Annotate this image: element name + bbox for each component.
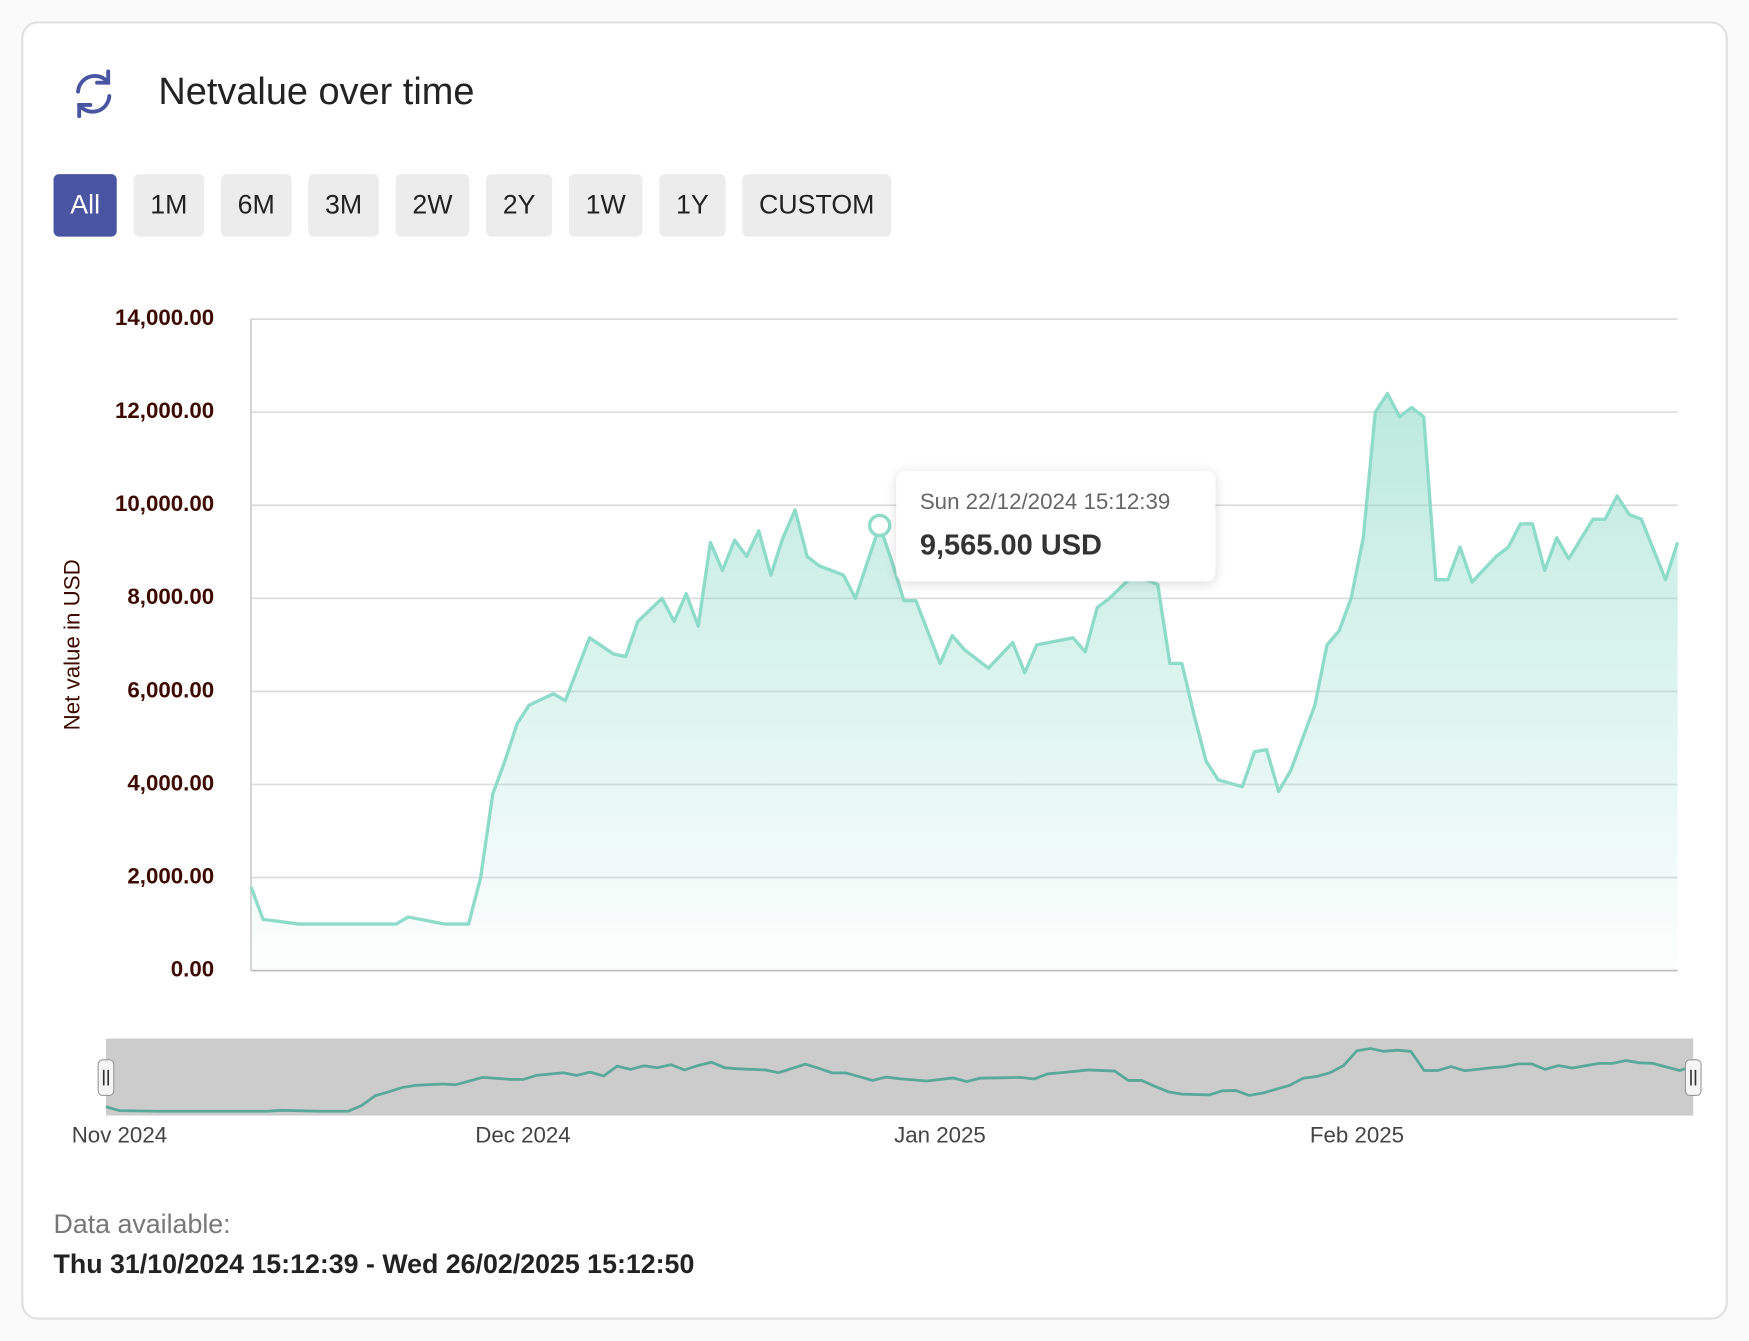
range-button[interactable]: 3M [308,174,379,237]
button-label: 1M [150,190,187,220]
footer-label: Data available: [54,1209,231,1239]
tooltip: Sun 22/12/2024 15:12:39 9,565.00 USD [896,470,1216,582]
button-label: All [70,190,100,220]
x-tick-label: Jan 2025 [894,1123,986,1148]
handle-body [97,1059,115,1097]
range-button[interactable]: 1M [133,174,205,237]
footer-range: Thu 31/10/2024 15:12:39 - Wed 26/02/2025… [54,1249,695,1279]
button-bg [395,174,470,237]
button-bg [308,174,379,237]
y-tick-label: 4,000.00 [127,770,214,795]
button-label: 1W [586,190,627,220]
refresh-icon[interactable] [76,69,112,119]
range-button[interactable]: 6M [220,174,292,237]
hover-marker [867,513,892,538]
tooltip-date: Sun 22/12/2024 15:12:39 [920,489,1170,514]
y-tick-label: 6,000.00 [127,677,214,702]
range-button[interactable]: CUSTOM [742,174,892,237]
area-fill [250,393,1678,971]
range-button[interactable]: 2W [395,174,470,237]
x-tick-label: Dec 2024 [475,1123,570,1148]
range-button[interactable]: 2Y [485,174,553,237]
button-bg [485,174,553,237]
button-bg [220,174,292,237]
icon-arrow [95,69,111,85]
y-tick-label: 0.00 [171,956,214,981]
button-label: 6M [238,190,275,220]
navigator-bg[interactable] [105,1038,1694,1116]
button-label: 2W [412,190,453,220]
icon-arc [77,94,112,114]
line [249,391,1680,926]
button-bg [133,174,205,237]
y-tick-label: 12,000.00 [115,398,214,423]
y-tick-label: 14,000.00 [115,305,214,330]
range-buttons: All 1M 6M 3M 2W 2Y 1W 1Y CUSTOM [53,174,892,237]
title: Netvalue over time [158,71,474,113]
button-bg [53,174,117,237]
range-button[interactable]: 1W [568,174,643,237]
button-label: 3M [325,190,362,220]
handle-body [1684,1059,1702,1097]
x-tick-label: Feb 2025 [1310,1123,1404,1148]
button-label: 2Y [503,190,536,220]
y-tick-label: 2,000.00 [127,863,214,888]
range-button[interactable]: All [53,174,117,237]
chart: 0.00 2,000.00 4,000.00 6,000.00 8,000.00 10,0… [60,305,1702,1148]
button-label: 1Y [676,190,709,220]
range-button[interactable]: 1Y [659,174,726,237]
y-tick-label: 10,000.00 [115,491,214,516]
icon-arrow [77,103,93,119]
navigator-line [105,1047,1694,1113]
button-bg [742,174,892,237]
x-tick-label: Nov 2024 [72,1123,167,1148]
button-bg [568,174,643,237]
button-bg [659,174,726,237]
tooltip-value: 9,565.00 USD [920,529,1102,561]
y-axis-title: Net value in USD [60,559,85,730]
tooltip-box [896,470,1216,582]
navigator-handle[interactable] [97,1059,115,1097]
navigator-handle[interactable] [1684,1059,1702,1097]
icon-arc [76,74,111,94]
y-tick-label: 8,000.00 [127,584,214,609]
button-label: CUSTOM [759,190,875,220]
